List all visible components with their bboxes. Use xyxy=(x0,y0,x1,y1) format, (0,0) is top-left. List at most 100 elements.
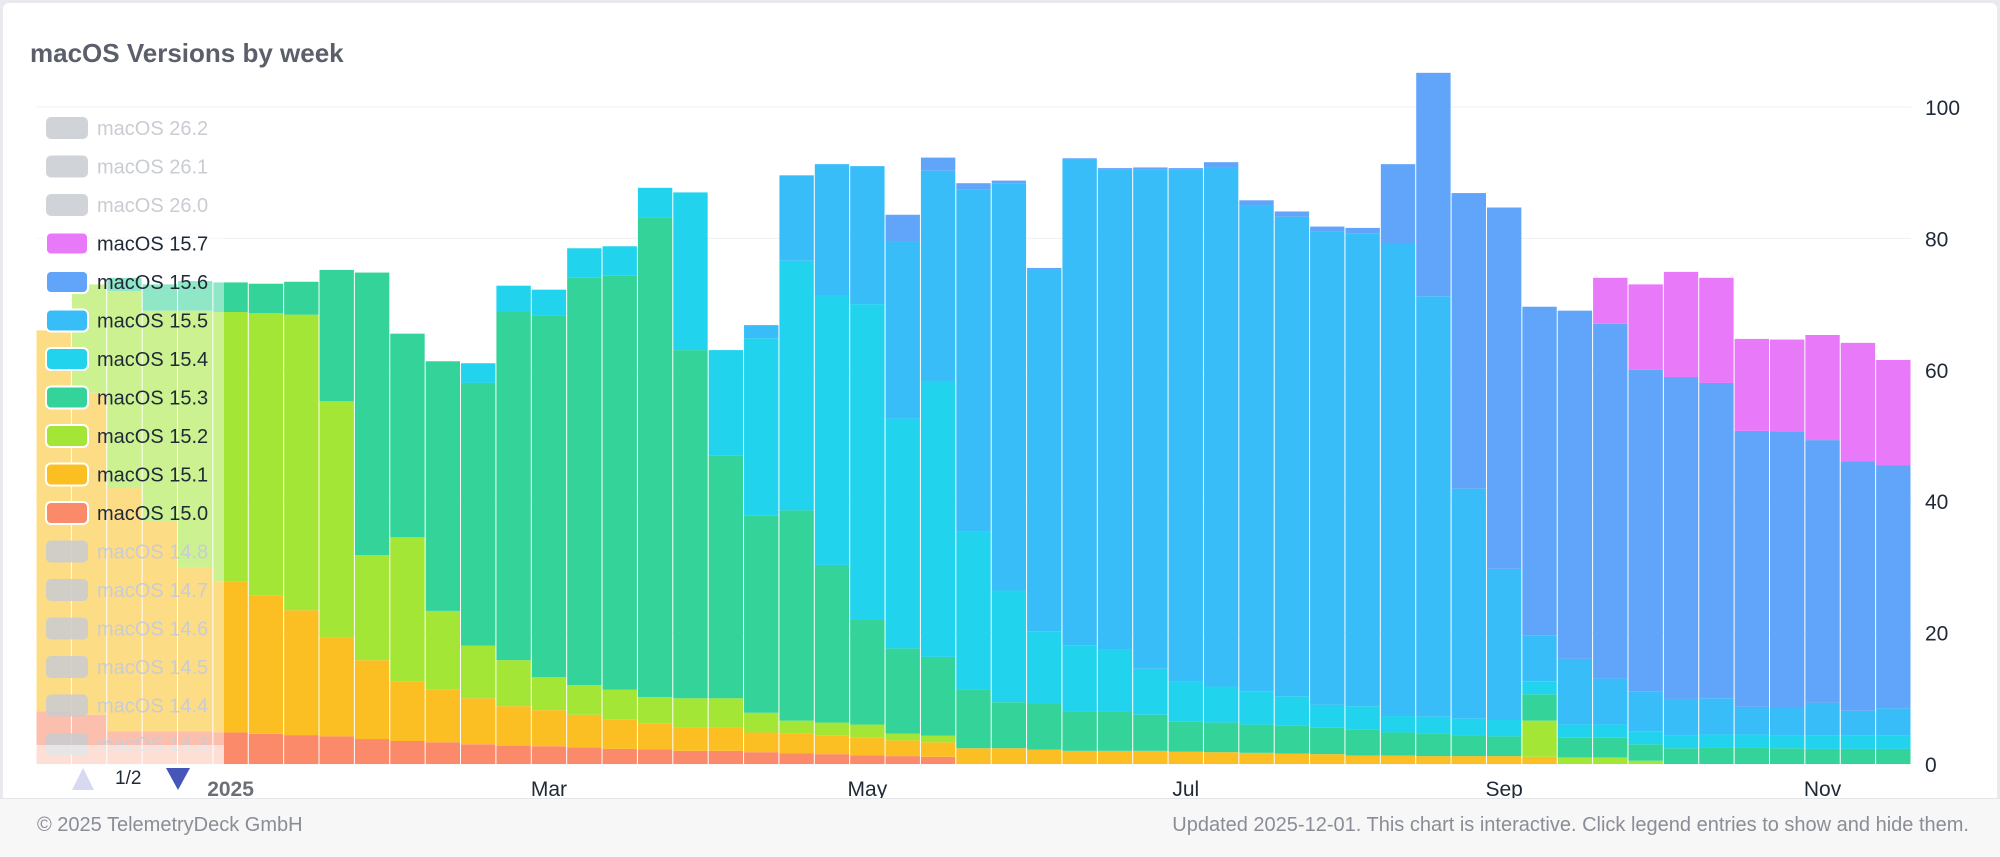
bar-segment[interactable] xyxy=(1310,727,1345,755)
bar-segment[interactable] xyxy=(1699,734,1734,748)
bar-segment[interactable] xyxy=(1734,734,1769,748)
bar-segment[interactable] xyxy=(1310,704,1345,728)
bar-segment[interactable] xyxy=(1699,277,1734,383)
bar-segment[interactable] xyxy=(637,187,673,218)
bar-segment[interactable] xyxy=(1239,752,1274,764)
bar-segment[interactable] xyxy=(1769,431,1805,708)
bar-segment[interactable] xyxy=(1380,755,1416,764)
bar-segment[interactable] xyxy=(1239,691,1274,725)
bar-segment[interactable] xyxy=(567,747,602,764)
legend-label[interactable]: macOS 15.5 xyxy=(97,311,208,333)
bar-segment[interactable] xyxy=(956,189,991,532)
bar-segment[interactable] xyxy=(1628,691,1663,732)
bar-segment[interactable] xyxy=(1876,735,1911,749)
legend-label[interactable]: macOS 26.1 xyxy=(97,157,208,179)
bar-segment[interactable] xyxy=(1239,200,1274,206)
bar-segment[interactable] xyxy=(531,289,567,316)
bar-segment[interactable] xyxy=(602,719,637,749)
bar-segment[interactable] xyxy=(602,689,637,720)
bar-segment[interactable] xyxy=(1769,707,1805,736)
bar-segment[interactable] xyxy=(107,290,142,489)
bar-segment[interactable] xyxy=(1097,750,1133,764)
bar-segment[interactable] xyxy=(920,380,956,657)
bar-segment[interactable] xyxy=(850,724,885,738)
bar-segment[interactable] xyxy=(602,748,637,764)
legend-label[interactable]: macOS 14.5 xyxy=(97,657,208,679)
bar-segment[interactable] xyxy=(354,555,390,661)
bar-segment[interactable] xyxy=(284,281,319,315)
legend-item[interactable]: macOS 15.3 xyxy=(45,385,208,410)
bar-segment[interactable] xyxy=(1699,698,1734,735)
bar-segment[interactable] xyxy=(213,311,248,582)
bar-segment[interactable] xyxy=(1310,754,1345,764)
bar-segment[interactable] xyxy=(1239,205,1274,692)
bar-segment[interactable] xyxy=(1522,306,1557,636)
bar-segment[interactable] xyxy=(744,325,779,339)
legend-swatch[interactable] xyxy=(45,385,89,410)
bar-segment[interactable] xyxy=(744,752,779,764)
bar-segment[interactable] xyxy=(1097,711,1133,751)
legend-item[interactable]: macOS 15.4 xyxy=(45,347,208,371)
bar-segment[interactable] xyxy=(567,685,602,715)
legend-label[interactable]: macOS 15.0 xyxy=(97,503,208,525)
legend-item[interactable]: macOS 26.2 xyxy=(46,117,208,140)
bar-segment[interactable] xyxy=(1416,716,1451,734)
bar-segment[interactable] xyxy=(708,698,744,728)
bar-segment[interactable] xyxy=(1486,719,1522,737)
bar-segment[interactable] xyxy=(1027,631,1062,704)
legend-swatch[interactable] xyxy=(45,347,89,371)
bar-segment[interactable] xyxy=(673,750,708,764)
bar-segment[interactable] xyxy=(1734,430,1769,707)
bar-segment[interactable] xyxy=(142,284,178,311)
bar-segment[interactable] xyxy=(1416,72,1451,297)
bar-segment[interactable] xyxy=(956,748,991,764)
bar-segment[interactable] xyxy=(1628,760,1663,764)
legend-item[interactable]: macOS 14.5 xyxy=(46,656,208,679)
bar-segment[interactable] xyxy=(1876,708,1911,736)
bar-segment[interactable] xyxy=(319,637,354,737)
bar-segment[interactable] xyxy=(1345,233,1380,707)
bar-segment[interactable] xyxy=(885,733,920,741)
bar-segment[interactable] xyxy=(1557,724,1593,738)
bar-segment[interactable] xyxy=(850,619,885,725)
bar-segment[interactable] xyxy=(1062,750,1097,764)
bar-segment[interactable] xyxy=(1593,724,1628,738)
bar-segment[interactable] xyxy=(390,681,425,742)
bar-segment[interactable] xyxy=(1027,269,1062,632)
bar-segment[interactable] xyxy=(1628,744,1663,761)
bar-segment[interactable] xyxy=(744,515,779,713)
bar-segment[interactable] xyxy=(1168,681,1203,722)
legend-next-icon[interactable] xyxy=(166,768,190,790)
bar-segment[interactable] xyxy=(1062,645,1097,712)
bar-segment[interactable] xyxy=(354,739,390,764)
bar-segment[interactable] xyxy=(991,180,1027,184)
legend-item[interactable]: macOS 15.0 xyxy=(45,501,208,525)
bar-segment[interactable] xyxy=(708,455,744,699)
bar-segment[interactable] xyxy=(1274,753,1310,764)
bar-segment[interactable] xyxy=(567,277,602,686)
bar-segment[interactable] xyxy=(920,170,956,381)
bar-segment[interactable] xyxy=(1840,748,1876,764)
bar-segment[interactable] xyxy=(1593,737,1628,758)
bar-segment[interactable] xyxy=(1027,267,1062,270)
bar-segment[interactable] xyxy=(71,284,107,393)
legend-item[interactable]: macOS 15.5 xyxy=(45,308,208,333)
legend-label[interactable]: macOS 26.0 xyxy=(97,195,208,217)
bar-segment[interactable] xyxy=(850,304,885,620)
bar-segment[interactable] xyxy=(637,217,673,697)
bar-segment[interactable] xyxy=(531,710,567,747)
bar-segment[interactable] xyxy=(850,737,885,756)
legend-swatch[interactable] xyxy=(46,117,88,139)
bar-segment[interactable] xyxy=(1840,461,1876,711)
bar-segment[interactable] xyxy=(779,260,814,511)
legend-label[interactable]: macOS 15.6 xyxy=(97,272,208,294)
bar-segment[interactable] xyxy=(1097,169,1133,650)
legend-label[interactable]: macOS 14.6 xyxy=(97,619,208,641)
bar-segment[interactable] xyxy=(885,756,920,764)
bar-segment[interactable] xyxy=(567,248,602,278)
legend-swatch[interactable] xyxy=(46,155,88,178)
bar-segment[interactable] xyxy=(1805,735,1840,749)
bar-segment[interactable] xyxy=(885,214,920,242)
bar-segment[interactable] xyxy=(142,310,178,521)
bar-segment[interactable] xyxy=(920,742,956,757)
